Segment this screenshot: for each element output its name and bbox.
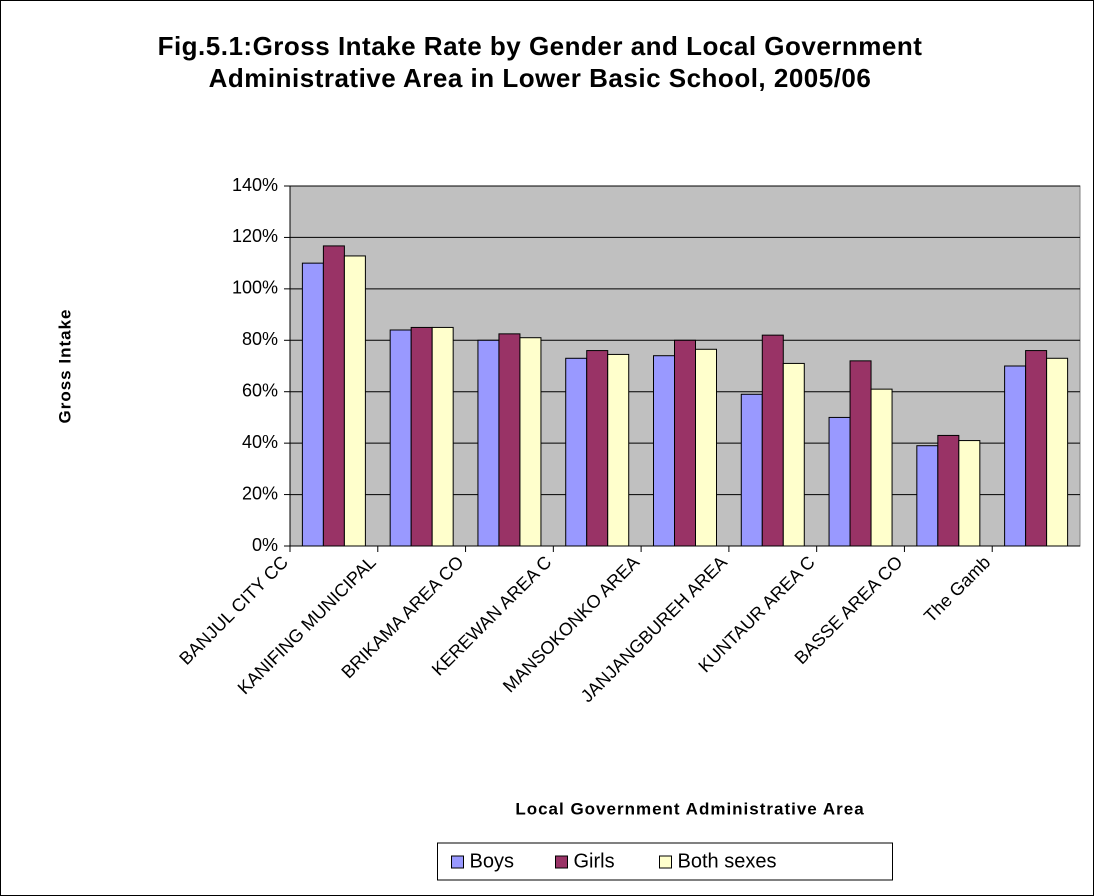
bar — [761, 334, 784, 547]
bar — [586, 350, 609, 547]
bar — [740, 393, 763, 547]
bar — [498, 333, 521, 547]
bar — [519, 337, 542, 547]
bar — [607, 353, 630, 547]
bar — [653, 355, 675, 547]
bar — [1046, 357, 1069, 547]
y-axis-title: Gross Intake — [55, 309, 74, 424]
legend-swatch — [659, 855, 672, 869]
bar — [849, 360, 872, 547]
bar — [695, 348, 717, 547]
bar — [410, 326, 433, 547]
legend-swatch — [555, 855, 568, 869]
bar — [1004, 365, 1027, 547]
bar — [343, 255, 366, 547]
bar — [674, 339, 696, 547]
bar — [828, 416, 851, 547]
bar — [937, 434, 960, 547]
legend-label: Girls — [574, 850, 615, 872]
bar — [916, 445, 939, 547]
y-tick-label: 120% — [232, 226, 278, 246]
y-tick-label: 0% — [252, 535, 278, 555]
y-tick-label: 80% — [242, 329, 278, 349]
bar — [301, 262, 324, 547]
x-axis-title: Local Government Administrative Area — [515, 799, 864, 818]
y-tick-label: 40% — [242, 432, 278, 452]
bar — [431, 326, 454, 547]
bar — [565, 357, 588, 547]
y-tick-label: 100% — [232, 278, 278, 298]
bar — [389, 329, 412, 547]
y-tick-label: 140% — [232, 175, 278, 195]
y-tick-label: 20% — [242, 483, 278, 503]
bar — [782, 362, 805, 547]
bar — [322, 245, 345, 547]
legend-swatch — [451, 855, 464, 869]
chart-title: Fig.5.1:Gross Intake Rate by Gender and … — [157, 31, 923, 93]
legend-label: Boys — [470, 850, 514, 872]
y-tick-label: 60% — [242, 380, 278, 400]
bar — [870, 388, 893, 547]
legend-label: Both sexes — [678, 850, 777, 872]
bar — [1025, 350, 1048, 547]
bar — [958, 440, 981, 547]
bar — [477, 339, 500, 547]
